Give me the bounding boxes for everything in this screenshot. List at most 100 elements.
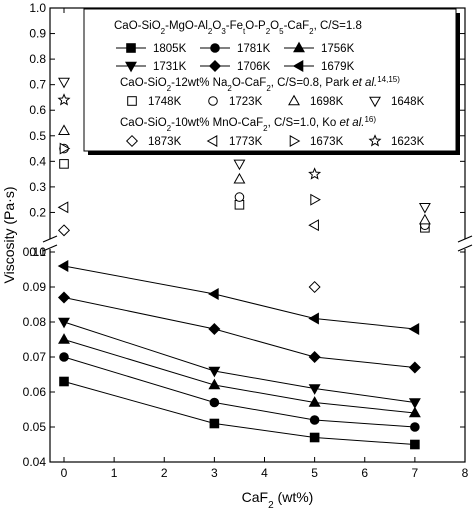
legend-marker-1781K <box>210 43 220 53</box>
y-tick-label: 0.08 <box>23 315 47 329</box>
data-point-1723K-3.5 <box>234 192 245 202</box>
x-tick-label: 6 <box>361 466 368 480</box>
data-point-1781K-7 <box>410 422 420 432</box>
series-1723K <box>59 143 430 231</box>
series-1756K <box>58 333 421 418</box>
y-tick-label: 0.1 <box>29 245 46 259</box>
data-point-1673K-0 <box>59 142 71 155</box>
y-tick-label: 0.7 <box>29 78 46 92</box>
legend-marker-1805K <box>126 43 136 53</box>
series-1679K <box>57 260 420 335</box>
legend-label-1623K: 1623K <box>391 136 425 148</box>
data-point-1731K-5 <box>308 384 321 395</box>
axis-break-mark-right <box>457 244 473 252</box>
data-point-1679K-3 <box>208 288 219 300</box>
series-1706K <box>57 291 421 374</box>
data-point-1679K-5 <box>308 312 319 325</box>
x-tick-label: 4 <box>261 466 268 480</box>
series-1698K <box>58 124 431 225</box>
data-point-1698K-0 <box>58 124 70 135</box>
data-point-1698K-3.5 <box>233 172 246 184</box>
y-tick-label: 0.07 <box>23 350 47 364</box>
series-1748K <box>59 159 430 233</box>
data-point-1706K-0 <box>57 291 71 304</box>
y-tick-label: 0.05 <box>23 420 47 434</box>
series-line-1756K <box>63 339 415 414</box>
data-point-1773K-0 <box>57 201 69 214</box>
y-tick-label: 0.6 <box>29 103 46 117</box>
legend-label-1706K: 1706K <box>237 61 271 73</box>
series-line-1805K <box>63 381 415 445</box>
y-axis-label: Viscosity (Pa·s) <box>1 187 17 284</box>
y-tick-label: 0.5 <box>29 129 46 143</box>
data-point-1805K-5 <box>309 432 320 443</box>
x-tick-label: 8 <box>462 466 469 480</box>
legend-marker-1623K <box>368 134 382 147</box>
series-1623K <box>57 93 322 180</box>
axis-break-mark-right <box>457 235 473 243</box>
axis-break-gap-right <box>458 239 472 249</box>
data-point-1731K-0 <box>58 317 70 329</box>
x-tick-label: 5 <box>311 466 318 480</box>
x-tick-label: 2 <box>161 466 168 480</box>
series-1781K <box>59 352 420 432</box>
axis-break-mark-left <box>42 235 58 243</box>
legend-marker-1706K <box>208 59 222 73</box>
data-point-1756K-0 <box>58 333 70 344</box>
data-point-1648K-7.2 <box>418 203 431 214</box>
data-point-1805K-0 <box>59 376 69 387</box>
series-line-1781K <box>63 356 415 428</box>
x-tick-label: 3 <box>211 466 218 480</box>
plot-frame <box>49 7 466 463</box>
x-tick-label: 7 <box>412 466 419 480</box>
x-axis-label: CaF2 (wt%) <box>242 489 314 511</box>
legend-label-1873K: 1873K <box>148 136 182 148</box>
data-point-1756K-5 <box>308 396 321 407</box>
legend-label-1756K: 1756K <box>321 43 355 55</box>
series-line-1731K <box>63 321 415 403</box>
data-point-1748K-0 <box>59 159 69 169</box>
data-point-1706K-3 <box>208 322 221 336</box>
legend-label-1673K: 1673K <box>310 136 344 148</box>
data-point-1731K-7 <box>408 398 421 409</box>
legend-label-1781K: 1781K <box>237 43 271 55</box>
legend-label-1731K: 1731K <box>153 61 187 73</box>
axis-break-mark-left <box>42 244 58 252</box>
legend-label-1698K: 1698K <box>310 96 344 108</box>
series-1805K <box>59 376 420 450</box>
data-point-1805K-7 <box>410 439 420 450</box>
series-1673K <box>59 142 321 206</box>
legend-marker-1648K <box>369 96 381 108</box>
legend-label-1723K: 1723K <box>229 96 263 108</box>
data-point-1756K-3 <box>208 378 221 390</box>
legend-group3-title: CaO-SiO2-10wt% MnO-CaF2, C/S=1.0, Ko et … <box>120 115 376 133</box>
legend-marker-1731K <box>125 61 137 73</box>
data-point-1698K-7.2 <box>418 213 431 225</box>
data-point-1781K-0 <box>59 352 69 362</box>
legend-label-1748K: 1748K <box>148 96 182 108</box>
data-point-1679K-7 <box>408 323 420 335</box>
legend-marker-1698K <box>288 94 300 106</box>
legend-marker-1756K <box>293 41 305 53</box>
data-point-1731K-3 <box>208 366 221 378</box>
legend-marker-1873K <box>125 134 139 148</box>
data-point-1648K-3.5 <box>233 159 246 171</box>
data-point-1623K-0 <box>57 93 71 106</box>
data-point-1873K-0 <box>57 224 71 237</box>
data-point-1648K-0 <box>58 77 70 89</box>
data-point-1673K-5 <box>310 193 321 206</box>
data-point-1773K-5 <box>308 219 319 232</box>
series-1648K <box>58 77 431 214</box>
y-tick-label: 0.3 <box>29 180 46 194</box>
legend-label-1805K: 1805K <box>153 43 187 55</box>
series-1873K <box>57 224 321 294</box>
legend-marker-1679K <box>292 60 304 72</box>
legend-marker-1723K <box>208 96 218 106</box>
axis-break-gap-left <box>43 239 57 249</box>
x-tick-label: 1 <box>111 466 118 480</box>
data-point-1706K-7 <box>408 361 421 374</box>
legend-marker-1773K <box>206 135 218 147</box>
legend-group1-title: CaO-SiO2-MgO-Al2O3-FetO-P2O5-CaF2, C/S=1… <box>114 20 362 36</box>
data-point-1805K-3 <box>209 418 220 429</box>
